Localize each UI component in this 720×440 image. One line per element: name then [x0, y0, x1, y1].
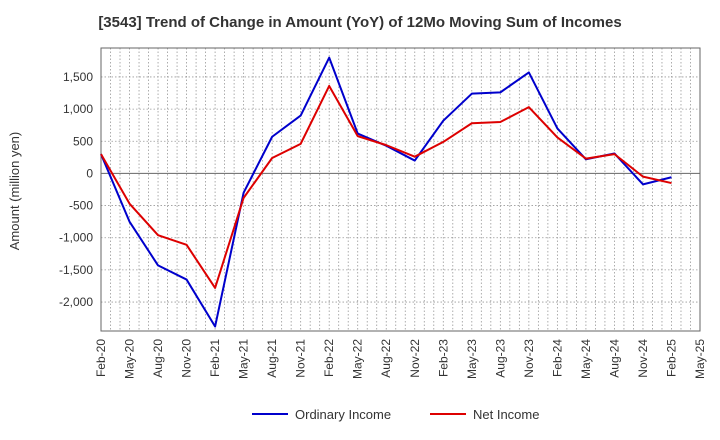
- y-tick-label: -1,500: [59, 263, 93, 277]
- x-tick-label: Feb-23: [436, 339, 450, 377]
- x-tick-label: Feb-22: [322, 339, 336, 377]
- x-tick-label: Aug-23: [493, 339, 507, 378]
- x-tick-label: Aug-24: [607, 339, 621, 378]
- y-tick-label: 0: [86, 166, 93, 180]
- x-tick-label: Feb-25: [664, 339, 678, 377]
- grid-lines: [101, 48, 700, 331]
- legend-label: Net Income: [473, 407, 539, 422]
- y-tick-label: 1,500: [63, 70, 93, 84]
- y-tick-label: -1,000: [59, 231, 93, 245]
- y-tick-label: 500: [73, 134, 93, 148]
- series-line-net-income: [100, 84, 672, 289]
- y-axis-label: Amount (million yen): [7, 132, 22, 251]
- x-tick-label: May-25: [693, 339, 707, 379]
- x-tick-label: Feb-21: [208, 339, 222, 377]
- x-tick-label: Aug-21: [265, 339, 279, 378]
- x-tick-label: May-22: [351, 339, 365, 379]
- x-tick-label: May-23: [465, 339, 479, 379]
- x-tick-label: Nov-21: [294, 339, 308, 378]
- x-tick-label: Aug-20: [151, 339, 165, 378]
- y-axis-ticks: 1,500 1,000 500 0 -500 -1,000 -1,500 -2,000: [59, 70, 93, 309]
- x-axis-ticks: Feb-20 May-20 Aug-20 Nov-20 Feb-21 May-21 Aug-…: [94, 339, 707, 379]
- x-tick-label: May-21: [237, 339, 251, 379]
- x-tick-label: May-20: [123, 339, 137, 379]
- x-tick-label: Feb-24: [550, 339, 564, 377]
- legend-label: Ordinary Income: [295, 407, 391, 422]
- x-tick-label: Nov-20: [180, 339, 194, 378]
- x-tick-label: Nov-23: [522, 339, 536, 378]
- x-tick-label: Aug-22: [379, 339, 393, 378]
- x-tick-label: Nov-22: [408, 339, 422, 378]
- series-lines: [100, 56, 672, 328]
- plot-border: [100, 47, 701, 332]
- chart-title: [3543] Trend of Change in Amount (YoY) o…: [98, 14, 622, 31]
- y-tick-label: -2,000: [59, 295, 93, 309]
- x-tick-label: Nov-24: [636, 339, 650, 378]
- x-tick-label: Feb-20: [94, 339, 108, 377]
- x-tick-label: May-24: [579, 339, 593, 379]
- y-tick-label: -500: [69, 199, 93, 213]
- plot-frame: [100, 47, 701, 332]
- y-tick-label: 1,000: [63, 102, 93, 116]
- legend: Ordinary Income Net Income: [252, 407, 539, 422]
